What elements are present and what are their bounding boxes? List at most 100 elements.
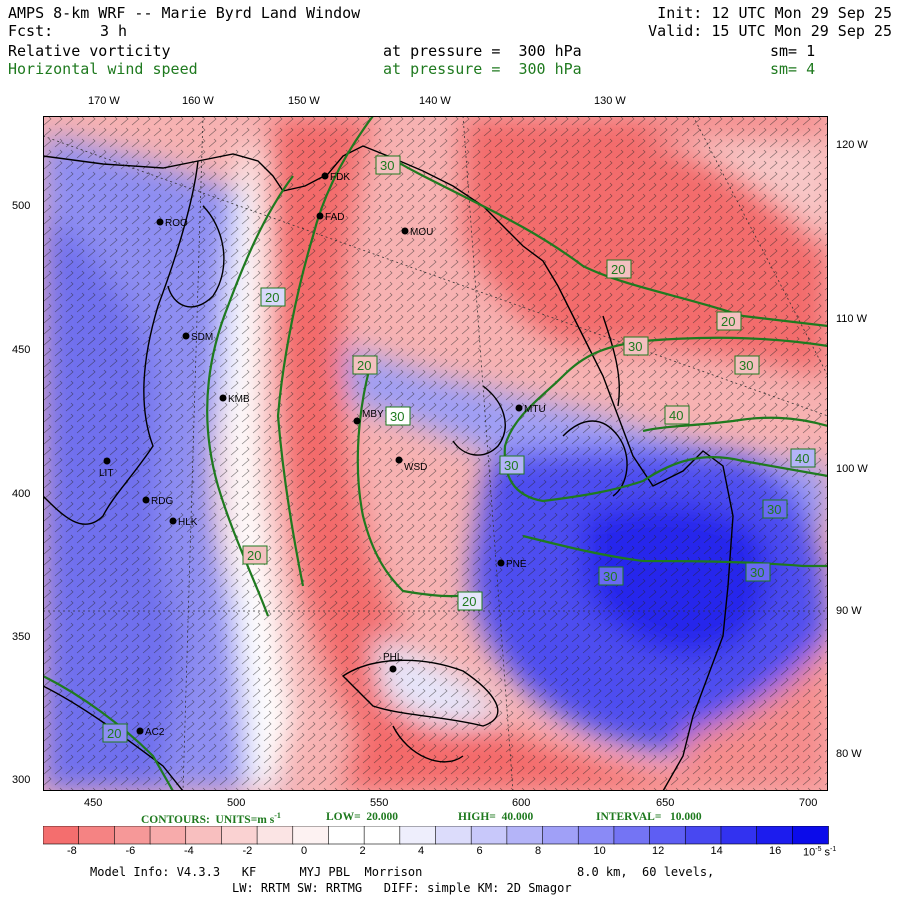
lon-label-right: 90 W: [836, 605, 862, 617]
svg-text:WSD: WSD: [404, 462, 427, 473]
svg-text:20: 20: [265, 290, 279, 305]
forecast-label: Fcst:: [8, 22, 54, 40]
init-time: Init: 12 UTC Mon 29 Sep 25: [657, 4, 892, 22]
station-hlk: HLK: [169, 517, 198, 528]
lon-label-right: 100 W: [836, 463, 868, 475]
colorbar-swatch: [470, 826, 508, 845]
contour-label: 20: [457, 591, 483, 611]
colorbar-swatch: [221, 826, 258, 845]
colorbar-swatch: [720, 826, 758, 845]
field-2-pressure: at pressure = 300 hPa: [383, 60, 582, 78]
colorbar: [43, 826, 829, 845]
field-2-name: Horizontal wind speed: [8, 60, 198, 78]
svg-text:SDM: SDM: [191, 332, 213, 343]
grid-y-tick: 450: [12, 344, 31, 356]
model-info: Model Info: V4.3.3 KF MYJ PBL Morrison: [90, 865, 423, 879]
colorbar-swatch: [43, 826, 80, 845]
colorbar-swatch: [328, 826, 365, 845]
svg-text:MOU: MOU: [410, 227, 433, 238]
colorbar-swatch: [399, 826, 437, 845]
grid-y-tick: 400: [12, 488, 31, 500]
svg-text:PNE: PNE: [506, 559, 527, 570]
svg-text:PHL: PHL: [383, 652, 403, 663]
contour-label: 20: [606, 259, 632, 279]
colorbar-tick-label: 2: [359, 845, 366, 857]
contour-label: 30: [598, 566, 624, 586]
svg-text:KMB: KMB: [228, 394, 250, 405]
contour-interval: INTERVAL= 10.000: [596, 811, 702, 823]
vorticity-map: 30 20 20 20 20 20 30 30 30 40 40 30 30 3…: [43, 116, 828, 791]
colorbar-tick-label: 12: [652, 845, 665, 857]
station-fdk: FDK: [321, 172, 350, 183]
contour-label: 20: [242, 545, 268, 565]
lon-label-right: 110 W: [836, 313, 867, 325]
colorbar-swatch: [684, 826, 722, 845]
grid-x-tick: 650: [656, 797, 675, 809]
svg-text:30: 30: [739, 358, 753, 373]
svg-text:20: 20: [357, 358, 371, 373]
grid-x-tick: 500: [227, 797, 246, 809]
station-mby: MBY: [353, 409, 384, 425]
colorbar-swatch: [292, 826, 330, 845]
svg-text:20: 20: [721, 314, 735, 329]
field-1-pressure: at pressure = 300 hPa: [383, 42, 582, 60]
field-1-name: Relative vorticity: [8, 42, 171, 60]
colorbar-tick-label: 14: [710, 845, 723, 857]
svg-text:30: 30: [504, 458, 518, 473]
station-mou: MOU: [401, 227, 433, 238]
colorbar-tick-label: 4: [418, 845, 425, 857]
contour-label: 30: [375, 155, 401, 175]
colorbar-swatch: [542, 826, 580, 845]
grid-x-tick: 700: [799, 797, 818, 809]
colorbar-tick-label: -4: [184, 845, 194, 857]
contour-label: 20: [260, 287, 286, 307]
grid-y-tick: 300: [12, 774, 31, 786]
grid-y-tick: 350: [12, 631, 31, 643]
colorbar-swatch: [149, 826, 187, 845]
colorbar-swatch: [506, 826, 544, 845]
svg-text:FDK: FDK: [330, 172, 350, 183]
colorbar-swatch: [792, 826, 829, 845]
station-lit: LIT: [99, 457, 113, 479]
colorbar-swatch: [363, 826, 401, 845]
grid-x-tick: 450: [84, 797, 103, 809]
station-fad: FAD: [316, 212, 344, 223]
grid-x-tick: 600: [512, 797, 531, 809]
map-title: AMPS 8-km WRF -- Marie Byrd Land Window: [8, 4, 361, 22]
station-mtu: MTU: [515, 404, 546, 415]
station-kmb: KMB: [219, 394, 250, 405]
colorbar-tick-label: 16: [769, 845, 782, 857]
svg-text:20: 20: [462, 594, 476, 609]
contour-label: 20: [716, 311, 742, 331]
contour-high: HIGH= 40.000: [458, 811, 534, 823]
contour-label: 40: [664, 405, 690, 425]
svg-text:MBY: MBY: [362, 409, 384, 420]
station-wsd: WSD: [395, 456, 427, 473]
colorbar-swatch: [114, 826, 151, 845]
svg-text:20: 20: [107, 726, 121, 741]
svg-text:AC2: AC2: [145, 727, 165, 738]
colorbar-tick-label: -8: [67, 845, 77, 857]
station-pne: PNE: [497, 559, 527, 570]
station-roo: ROO: [156, 218, 188, 229]
svg-text:20: 20: [247, 548, 261, 563]
colorbar-swatch: [577, 826, 615, 845]
valid-time: Valid: 15 UTC Mon 29 Sep 25: [648, 22, 892, 40]
svg-text:20: 20: [611, 262, 625, 277]
contour-label: 30: [745, 562, 771, 582]
model-physics: LW: RRTM SW: RRTMG DIFF: simple KM: 2D S…: [232, 881, 572, 895]
lon-label-top: 130 W: [594, 95, 626, 107]
colorbar-swatch: [78, 826, 116, 845]
contour-units: CONTOURS: UNITS=m s-1: [141, 811, 281, 826]
svg-text:MTU: MTU: [524, 404, 546, 415]
svg-text:30: 30: [750, 565, 764, 580]
colorbar-tick-label: -6: [125, 845, 136, 857]
svg-text:RDG: RDG: [151, 496, 173, 507]
colorbar-swatch: [435, 826, 472, 845]
contour-label: 30: [385, 406, 411, 426]
lon-label-top: 170 W: [88, 95, 120, 107]
svg-text:LIT: LIT: [99, 468, 113, 479]
svg-text:HLK: HLK: [178, 517, 198, 528]
svg-text:40: 40: [669, 408, 683, 423]
colorbar-swatch: [756, 826, 794, 845]
